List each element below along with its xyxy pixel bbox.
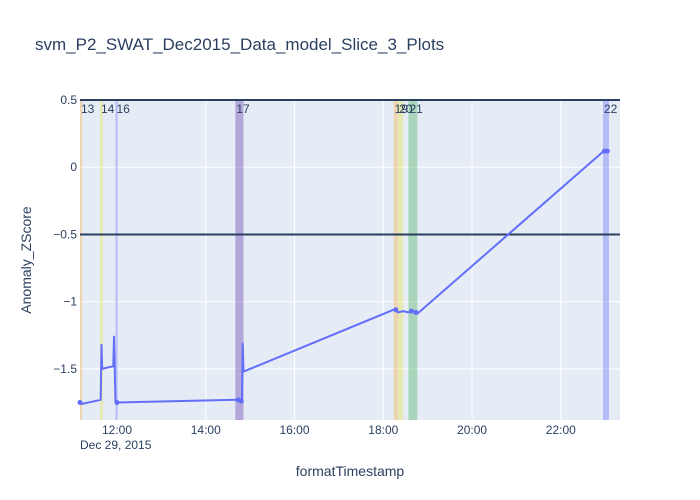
series-markers[interactable] [77,148,610,406]
anomaly-region[interactable] [393,100,399,420]
x-date-label: Dec 29, 2015 [80,438,152,452]
y-tick-label: 0.5 [60,93,77,107]
y-axis-title: Anomaly_ZScore [18,206,34,314]
anomaly-region-label: 14 [101,102,115,116]
series-point[interactable] [114,400,120,406]
chart-title: svm_P2_SWAT_Dec2015_Data_model_Slice_3_P… [35,35,444,54]
anomaly-region-label: 13 [81,102,95,116]
anomaly-region-label: 20 [399,102,413,116]
plot-area [80,100,620,420]
x-tick-label: 18:00 [368,423,398,437]
y-tick-label: 0 [70,160,77,174]
anomaly-region[interactable] [99,100,103,420]
threshold-lines [80,99,620,236]
series-point[interactable] [604,148,610,154]
y-tick-label: −0.5 [53,227,77,241]
series-point[interactable] [408,308,414,314]
y-tick-label: −1 [63,295,77,309]
anomaly-region[interactable] [398,100,404,420]
anomaly-region[interactable] [235,100,244,420]
anomaly-region[interactable] [408,100,418,420]
x-tick-label: 22:00 [546,423,576,437]
series-point[interactable] [238,398,244,404]
x-axis-title: formatTimestamp [296,463,405,479]
anomaly-regions [80,100,609,420]
x-tick-label: 12:00 [102,423,132,437]
anomaly-region-label: 16 [117,102,131,116]
y-tick-labels: 0.5 0 −0.5 −1 −1.5 [53,93,77,376]
y-tick-label: −1.5 [53,362,77,376]
anomaly-region[interactable] [602,100,609,420]
anomaly-region-label: 22 [604,102,618,116]
anomaly-region-label: 17 [236,102,250,116]
x-tick-labels: 12:00 14:00 16:00 18:00 20:00 22:00 [102,423,576,437]
x-tick-label: 20:00 [457,423,487,437]
anomaly-region[interactable] [80,100,83,420]
series-point[interactable] [393,307,399,313]
x-tick-label: 16:00 [280,423,310,437]
anomaly-region-label: 21 [409,102,423,116]
series-point[interactable] [77,400,83,406]
anomaly-region[interactable] [115,100,118,420]
series-point[interactable] [413,309,419,315]
anomaly-region-label: 19 [395,102,409,116]
x-tick-label: 14:00 [191,423,221,437]
